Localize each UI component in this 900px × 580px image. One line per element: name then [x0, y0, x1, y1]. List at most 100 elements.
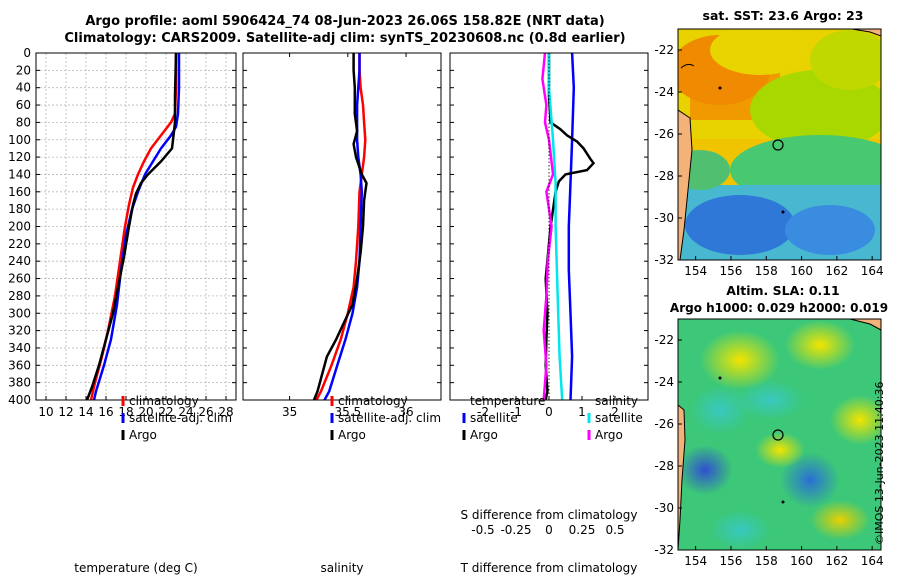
legend-satellite-2: satellite-adj. clim	[338, 411, 441, 425]
x-tick-label: 10	[38, 405, 53, 419]
y-tick-label: 0	[23, 46, 31, 60]
x2-tick-label: -0.25	[500, 523, 531, 537]
series-line	[323, 53, 364, 401]
y-tick-label: 320	[8, 324, 31, 338]
x-tick-label: 35	[282, 405, 297, 419]
map-y-tick-label: -24	[654, 85, 674, 99]
y-tick-label: 280	[8, 289, 31, 303]
legend-t-argo: Argo	[470, 428, 498, 442]
map-bottom-title-1: Altim. SLA: 0.11	[726, 283, 840, 298]
legend-satellite: satellite-adj. clim	[129, 411, 232, 425]
map-bottom-title-2: Argo h1000: 0.029 h2000: 0.019	[669, 301, 889, 315]
y-tick-label: 60	[16, 98, 31, 112]
salinity-xlabel: salinity	[320, 561, 363, 575]
map-x-tick-label: 158	[755, 264, 778, 278]
x2-tick-label: 0	[545, 523, 553, 537]
map-y-tick-label: -26	[654, 127, 674, 141]
map-y-tick-label: -22	[654, 333, 674, 347]
title-line-2: Climatology: CARS2009. Satellite-adj cli…	[64, 31, 626, 46]
map-x-tick-label: 162	[825, 264, 848, 278]
map-x-tick-label: 164	[861, 554, 884, 568]
series-line	[544, 53, 596, 401]
s-difference-label: S difference from climatology	[461, 508, 638, 522]
legend-t-satellite: satellite	[470, 411, 518, 425]
map-x-tick-label: 156	[720, 554, 743, 568]
x-tick-label: 35.5	[334, 405, 361, 419]
y-tick-label: 360	[8, 358, 31, 372]
x-tick-label: -2	[477, 405, 489, 419]
y-tick-label: 260	[8, 272, 31, 286]
y-tick-label: 100	[8, 133, 31, 147]
series-line	[312, 53, 368, 401]
y-tick-label: 300	[8, 306, 31, 320]
map-y-tick-label: -28	[654, 459, 674, 473]
salinity-legend: climatology satellite-adj. clim Argo	[330, 394, 441, 442]
y-tick-label: 400	[8, 393, 31, 407]
y-tick-label: 20	[16, 63, 31, 77]
series-line	[541, 52, 555, 401]
map-x-tick-label: 156	[720, 264, 743, 278]
copyright-note: ©IMOS 13-Jun-2023 11:40:36	[873, 381, 886, 545]
y-tick-label: 340	[8, 341, 31, 355]
map-x-tick-label: 158	[755, 554, 778, 568]
x-tick-label: 14	[78, 405, 93, 419]
map-y-tick-label: -32	[654, 253, 674, 267]
legend-s-argo: Argo	[595, 428, 623, 442]
legend-climatology: climatology	[129, 394, 199, 408]
sla-map: 154 156 158 160 162 164 -22 -24 -26 -28 -30 -32	[654, 318, 884, 568]
x-tick-label: 1	[578, 405, 586, 419]
temperature-xlabel: temperature (deg C)	[74, 561, 197, 575]
legend-climatology-2: climatology	[338, 394, 408, 408]
map-y-tick-label: -26	[654, 417, 674, 431]
y-tick-label: 80	[16, 115, 31, 129]
map-top-title: sat. SST: 23.6 Argo: 23	[702, 8, 864, 23]
y-tick-label: 120	[8, 150, 31, 164]
map-x-tick-label: 162	[825, 554, 848, 568]
map-x-tick-label: 160	[790, 554, 813, 568]
y-tick-label: 160	[8, 185, 31, 199]
map-x-tick-label: 154	[684, 554, 707, 568]
map-x-tick-label: 160	[790, 264, 813, 278]
x2-tick-label: 0.25	[569, 523, 596, 537]
difference-legend: temperature satellite Argo salinity sate…	[462, 394, 643, 442]
x2-tick-label: -0.5	[471, 523, 494, 537]
x-tick-label: 28	[218, 405, 233, 419]
series-line	[547, 53, 564, 401]
map-y-tick-label: -24	[654, 375, 674, 389]
x-tick-label: -1	[510, 405, 522, 419]
temperature-legend: climatology satellite-adj. clim Argo	[121, 394, 232, 442]
x-tick-label: 26	[198, 405, 213, 419]
series-line	[315, 53, 367, 401]
x-tick-label: 0	[545, 405, 553, 419]
legend-salinity-header: salinity	[595, 394, 638, 408]
map-y-tick-label: -30	[654, 501, 674, 515]
series-line	[85, 52, 178, 401]
x-tick-label: 36	[398, 405, 413, 419]
temperature-panel: 0 20 40 60 80 100 120 140 160 180 200 220 240 260 280 3…	[8, 46, 237, 575]
map-y-tick-label: -28	[654, 169, 674, 183]
map-y-tick-label: -32	[654, 543, 674, 557]
difference-panel: -2 -1 0 1 2 T difference from climatology S …	[449, 52, 649, 575]
title-line-1: Argo profile: aoml 5906424_74 08-Jun-202…	[85, 14, 605, 29]
sst-map: 154 156 158 160 162 164 -22 -24 -26 -28 -30 -32	[654, 28, 884, 278]
x-tick-label: 22	[158, 405, 173, 419]
map-y-tick-label: -30	[654, 211, 674, 225]
y-tick-label: 240	[8, 254, 31, 268]
x-tick-label: 12	[58, 405, 73, 419]
salinity-panel: 35 35.5 36 salinity climatology satellite-…	[242, 52, 442, 575]
difference-xlabel: T difference from climatology	[460, 561, 638, 575]
legend-argo: Argo	[129, 428, 157, 442]
map-x-tick-label: 164	[861, 264, 884, 278]
legend-argo-2: Argo	[338, 428, 366, 442]
series-line	[567, 52, 576, 401]
x-tick-label: 20	[138, 405, 153, 419]
map-y-tick-label: -22	[654, 43, 674, 57]
map-x-tick-label: 154	[684, 264, 707, 278]
y-tick-label: 40	[16, 81, 31, 95]
x-tick-label: 2	[611, 405, 619, 419]
y-tick-label: 220	[8, 237, 31, 251]
y-tick-label: 140	[8, 167, 31, 181]
legend-temperature-header: temperature	[470, 394, 545, 408]
x-tick-label: 24	[178, 405, 193, 419]
